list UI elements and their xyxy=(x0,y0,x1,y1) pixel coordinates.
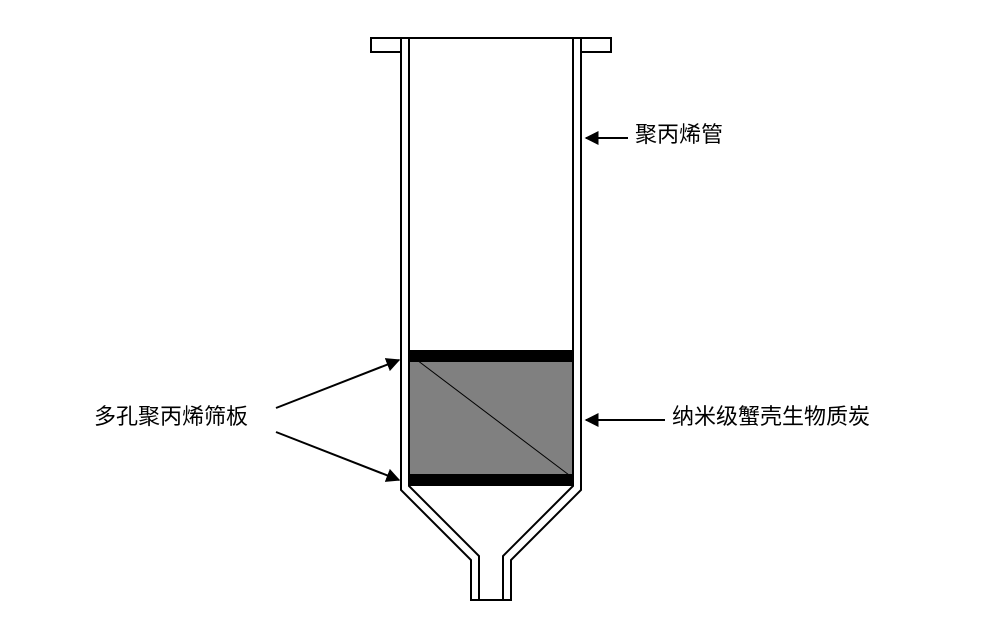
pointer-arrow xyxy=(276,432,399,480)
label-fill: 纳米级蟹壳生物质炭 xyxy=(672,399,870,431)
tube-inner-outline xyxy=(409,38,573,600)
label-sieve: 多孔聚丙烯筛板 xyxy=(94,399,248,431)
diagram-svg xyxy=(0,0,1000,634)
sieve-plate-top xyxy=(409,350,573,362)
pointer-arrow xyxy=(276,360,399,408)
sieve-plate-bottom xyxy=(409,474,573,486)
label-tube: 聚丙烯管 xyxy=(635,117,723,149)
tube-outer-outline xyxy=(371,38,611,600)
